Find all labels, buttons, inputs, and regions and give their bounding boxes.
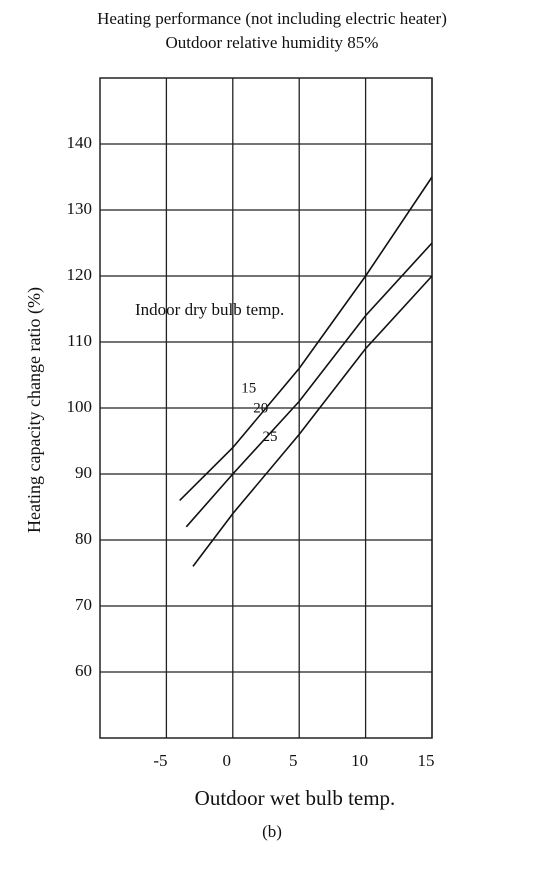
series-label: 15 xyxy=(241,380,256,396)
series-line xyxy=(192,275,433,567)
y-tick-label: 110 xyxy=(67,331,92,350)
series-label: 20 xyxy=(253,401,268,417)
x-axis-label: Outdoor wet bulb temp. xyxy=(195,786,396,810)
y-tick-label: 120 xyxy=(67,265,93,284)
x-tick-label: 15 xyxy=(418,751,435,770)
series-line xyxy=(179,176,433,501)
chart-title: Heating performance (not including elect… xyxy=(97,9,447,28)
y-tick-label: 140 xyxy=(67,133,93,152)
y-tick-label: 130 xyxy=(67,199,93,218)
caption: (b) xyxy=(262,822,282,841)
y-tick-label: 70 xyxy=(75,595,92,614)
x-tick-label: 5 xyxy=(289,751,298,770)
annotation: Indoor dry bulb temp. xyxy=(135,300,284,319)
x-tick-label: 0 xyxy=(223,751,232,770)
series-label: 25 xyxy=(262,429,277,445)
y-tick-label: 90 xyxy=(75,463,92,482)
series-line xyxy=(185,242,433,528)
y-tick-label: 60 xyxy=(75,661,92,680)
x-tick-label: 10 xyxy=(351,751,368,770)
y-axis-label: Heating capacity change ratio (%) xyxy=(24,287,45,533)
x-tick-label: -5 xyxy=(153,751,167,770)
y-tick-label: 100 xyxy=(67,397,93,416)
y-tick-label: 80 xyxy=(75,529,92,548)
chart-subtitle: Outdoor relative humidity 85% xyxy=(166,33,379,52)
